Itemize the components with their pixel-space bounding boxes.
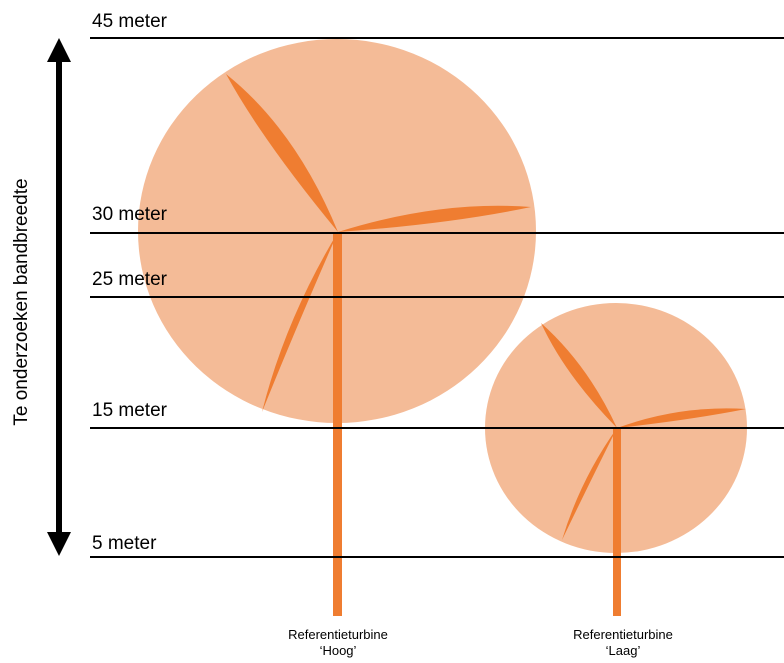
bandwidth-double-arrow	[47, 38, 71, 556]
turbine-caption-laag-line2: ‘Laag’	[605, 643, 641, 658]
blades-hoog	[226, 74, 531, 412]
turbine-caption-hoog-line1: Referentieturbine	[288, 627, 388, 642]
arrow-head-down	[47, 532, 71, 556]
arrow-head-up	[47, 38, 71, 62]
blade-hoog-upper	[226, 74, 338, 232]
tower-hoog	[333, 232, 342, 616]
blades-laag	[541, 323, 746, 540]
tower-laag	[613, 428, 621, 616]
blade-laag-upper	[541, 323, 617, 428]
blade-laag-right	[617, 408, 746, 428]
turbine-caption-hoog: Referentieturbine ‘Hoog’	[258, 627, 418, 659]
rotor-disc-hoog	[138, 39, 536, 423]
level-label-45: 45 meter	[92, 11, 167, 32]
level-label-5: 5 meter	[92, 533, 157, 554]
turbine-caption-laag-line1: Referentieturbine	[573, 627, 673, 642]
level-label-25: 25 meter	[92, 269, 167, 290]
blade-hoog-right	[338, 205, 531, 232]
level-label-15: 15 meter	[92, 400, 167, 421]
turbine-caption-laag: Referentieturbine ‘Laag’	[543, 627, 703, 659]
arrow-shaft	[56, 58, 62, 538]
height-lines	[90, 37, 784, 558]
turbine-caption-hoog-line2: ‘Hoog’	[319, 643, 357, 658]
axis-label-bandwidth: Te onderzoeken bandbreedte	[11, 178, 32, 426]
level-label-30: 30 meter	[92, 204, 167, 225]
